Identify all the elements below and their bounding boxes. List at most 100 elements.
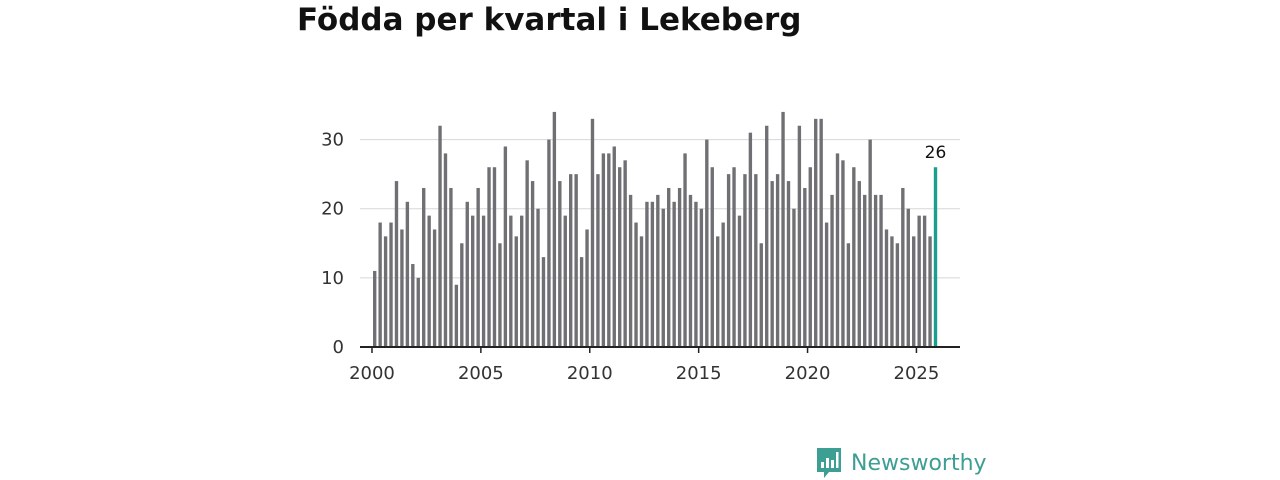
bar: [868, 139, 872, 347]
y-tick-label: 0: [333, 337, 344, 358]
bar: [607, 153, 611, 347]
bar: [432, 229, 437, 347]
bar: [661, 208, 665, 347]
bar: [721, 222, 725, 347]
bar: [536, 208, 540, 347]
bar: [509, 215, 513, 347]
brand-name: Newsworthy: [851, 450, 987, 476]
bar: [574, 174, 578, 347]
bar: [667, 187, 671, 347]
bar: [645, 201, 649, 347]
bar: [492, 167, 497, 347]
bar: [449, 187, 453, 347]
bar: [770, 181, 774, 347]
y-tick-label: 10: [321, 268, 344, 289]
bar: [405, 201, 410, 347]
bar: [814, 118, 818, 347]
bar: [514, 236, 518, 347]
bar: [656, 194, 660, 347]
bar: [824, 222, 829, 347]
bar: [378, 222, 382, 347]
bar: [863, 194, 867, 347]
bar: [803, 187, 807, 347]
bar: [422, 187, 426, 347]
bar: [454, 284, 459, 347]
bar: [716, 236, 720, 347]
bar: [726, 174, 731, 347]
y-tick-label: 30: [321, 130, 344, 151]
bar: [835, 153, 840, 347]
bar: [759, 243, 763, 347]
bar: [389, 222, 393, 347]
bar: [601, 153, 606, 347]
bar: [901, 187, 905, 347]
bar: [737, 215, 742, 347]
bar: [922, 215, 927, 347]
bar: [710, 167, 714, 347]
bar: [481, 215, 486, 347]
bar: [373, 270, 377, 347]
bar: [857, 181, 861, 347]
bar: [639, 236, 644, 347]
bar: [841, 160, 845, 347]
bars: [373, 111, 938, 348]
x-tick-label: 2005: [458, 363, 504, 384]
bar: [623, 160, 627, 347]
bar: [563, 215, 567, 347]
bar: [465, 201, 469, 347]
bar: [569, 174, 573, 347]
x-tick-label: 2015: [676, 363, 722, 384]
bar: [677, 187, 682, 347]
bar: [427, 215, 431, 347]
bar: [775, 174, 780, 347]
bar: [852, 167, 856, 347]
bar: [628, 194, 633, 347]
bar: [438, 125, 442, 347]
bar: [530, 181, 535, 347]
bar: [819, 118, 823, 347]
bar: [590, 118, 595, 347]
x-tick-label: 2020: [785, 363, 831, 384]
bar: [830, 194, 834, 347]
bar: [585, 229, 589, 347]
bar: [879, 194, 883, 347]
bar: [890, 236, 894, 347]
bar: [460, 243, 464, 347]
bar: [754, 174, 758, 347]
bar: [471, 215, 475, 347]
bar: [498, 243, 502, 347]
bar: [520, 215, 524, 347]
bar: [596, 174, 600, 347]
newsworthy-logo: Newsworthy: [815, 446, 987, 480]
x-axis-ticks: 2000 2005 2010 2015 2020 2025: [349, 347, 939, 384]
x-tick-label: 2025: [894, 363, 940, 384]
bar: [476, 187, 480, 347]
bar: [797, 125, 802, 347]
bar: [443, 153, 448, 347]
bar: [743, 174, 747, 347]
bar: [688, 194, 693, 347]
bar: [699, 208, 704, 347]
bar: [694, 201, 698, 347]
bar: [558, 181, 562, 347]
bar: [917, 215, 921, 347]
bar: [400, 229, 404, 347]
bar: [792, 208, 796, 347]
bar: [873, 194, 878, 347]
bar: [895, 243, 900, 347]
bar-highlight: [933, 167, 938, 347]
bar: [612, 146, 616, 347]
y-axis-ticks: 0 10 20 30: [321, 130, 344, 358]
data-labels: 26: [925, 143, 947, 163]
bar: [786, 181, 791, 347]
x-tick-label: 2000: [349, 363, 395, 384]
bar: [846, 243, 851, 347]
bar: [672, 201, 676, 347]
bar: [928, 236, 932, 347]
y-tick-label: 20: [321, 199, 344, 220]
bar: [683, 153, 687, 347]
bar: [411, 264, 415, 347]
bar: [705, 139, 709, 347]
bar: [547, 139, 551, 347]
